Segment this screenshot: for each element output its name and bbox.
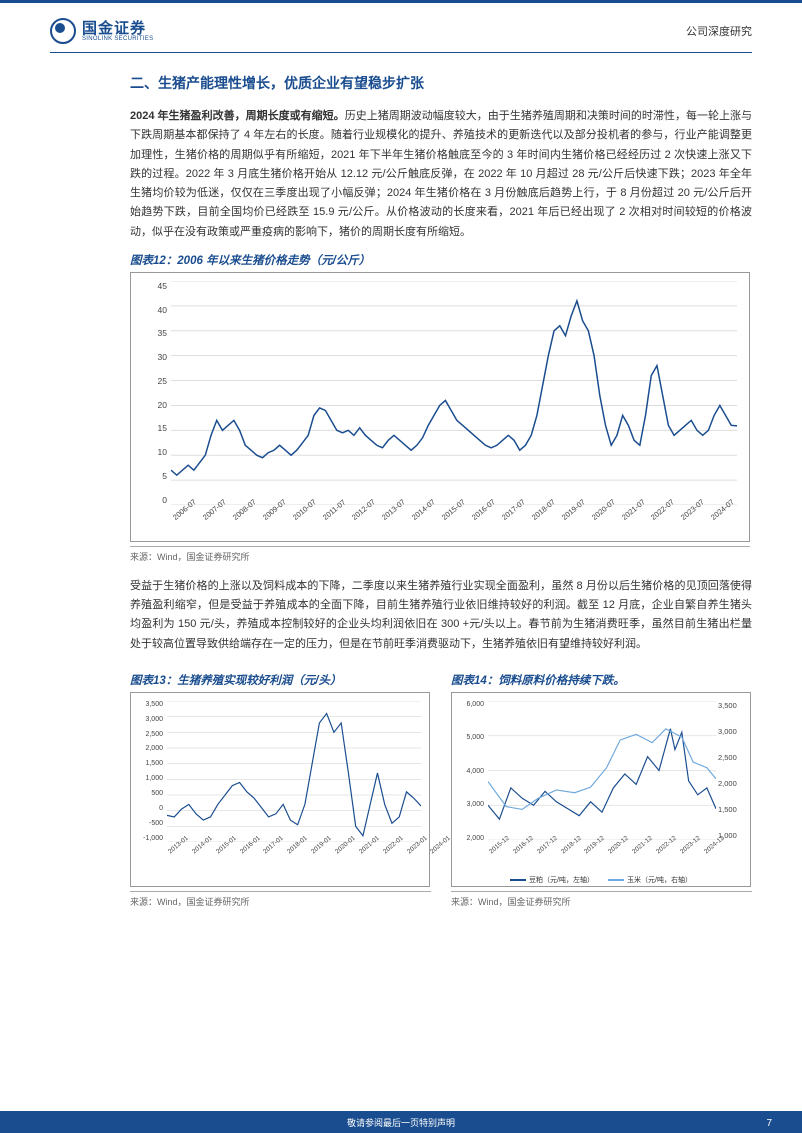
fig14-yaxis-left: 6,0005,0004,0003,0002,000 [456, 701, 484, 842]
fig13-plot [167, 701, 421, 842]
fig14-xaxis: 2015-122016-122017-122018-122019-122020-… [488, 844, 716, 874]
fig12-chart: 454035302520151050 2006-072007-072008-07… [130, 272, 750, 542]
legend-item-2: 玉米（元/吨，右轴） [608, 875, 692, 885]
page-number: 7 [766, 1118, 772, 1129]
fig13-chart: 3,5003,0002,5002,0001,5001,0005000-500-1… [130, 692, 430, 887]
legend-label-1: 豆粕（元/吨，左轴） [529, 875, 594, 885]
fig14-chart: 6,0005,0004,0003,0002,000 3,5003,0002,50… [451, 692, 751, 887]
footer-disclaimer: 敬请参阅最后一页特别声明 [347, 1116, 455, 1129]
legend-line-1 [510, 879, 526, 881]
fig14-legend: 豆粕（元/吨，左轴） 玉米（元/吨，右轴） [452, 875, 750, 885]
logo-icon [50, 18, 76, 44]
fig12-xaxis: 2006-072007-072008-072009-072010-072011-… [171, 507, 737, 539]
fig13-xaxis: 2013-012014-012015-012016-012017-012018-… [167, 844, 421, 874]
fig13-yaxis: 3,5003,0002,5002,0001,5001,0005000-500-1… [135, 701, 163, 842]
fig12-yaxis: 454035302520151050 [139, 281, 167, 505]
fig14-yaxis-right: 3,5003,0002,5002,0001,5001,000 [718, 701, 746, 840]
legend-label-2: 玉米（元/吨，右轴） [627, 875, 692, 885]
legend-line-2 [608, 879, 624, 881]
legend-item-1: 豆粕（元/吨，左轴） [510, 875, 594, 885]
page-footer: 敬请参阅最后一页特别声明 7 [0, 1111, 802, 1133]
fig12-plot [171, 281, 737, 505]
fig14-plot [488, 701, 716, 840]
